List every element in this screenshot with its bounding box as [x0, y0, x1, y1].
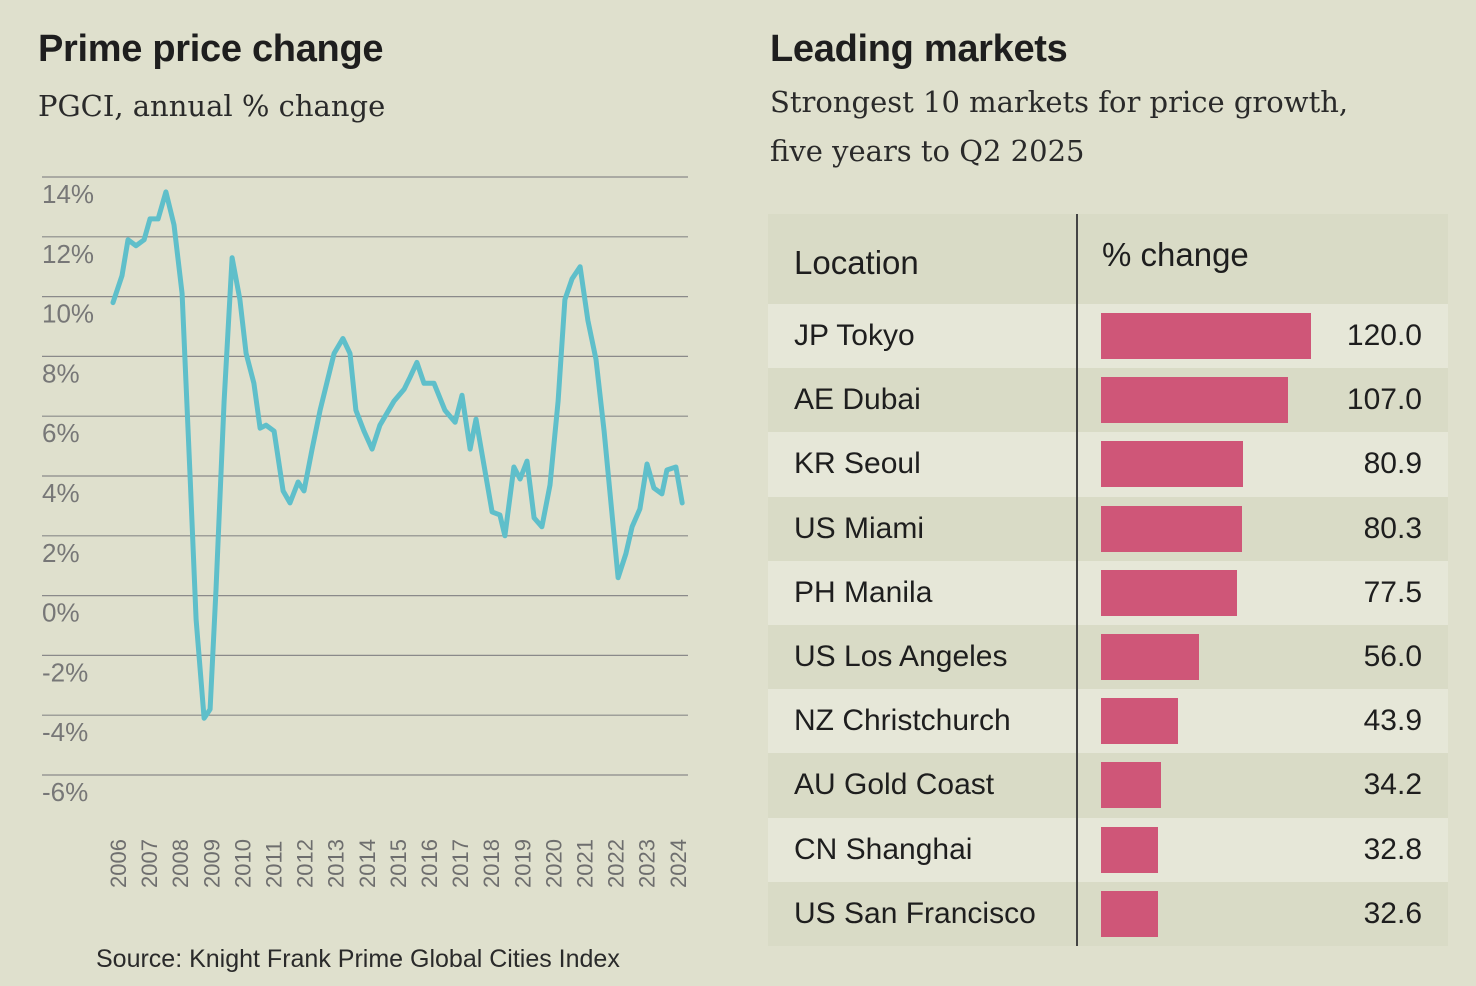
- table-row: CN Shanghai 32.8: [768, 817, 1448, 882]
- x-tick-label: 2022: [604, 839, 629, 888]
- change-bar: [1101, 890, 1159, 937]
- y-tick-label: -4%: [42, 717, 88, 747]
- table-header: Location % change: [768, 214, 1448, 304]
- y-tick-label: 4%: [42, 478, 80, 508]
- x-tick-label: 2011: [262, 841, 287, 888]
- table-row: AU Gold Coast 34.2: [768, 753, 1448, 818]
- change-value: 34.2: [1363, 768, 1422, 802]
- x-tick-label: 2024: [666, 839, 691, 888]
- table-row: PH Manila 77.5: [768, 560, 1448, 625]
- change-bar: [1101, 762, 1161, 809]
- x-tick-label: 2017: [448, 839, 473, 888]
- x-tick-label: 2010: [230, 839, 255, 888]
- change-value: 120.0: [1346, 319, 1422, 353]
- x-tick-label: 2020: [541, 839, 566, 888]
- x-tick-label: 2019: [510, 839, 535, 888]
- left-chart-subtitle: PGCI, annual % change: [38, 89, 386, 123]
- change-bar: [1101, 313, 1311, 359]
- leading-markets-table: Location % change JP Tokyo 120.0 AE Dubai 1…: [768, 214, 1448, 946]
- y-tick-label: 14%: [42, 179, 94, 209]
- table-row: NZ Christchurch 43.9: [768, 689, 1448, 754]
- x-tick-label: 2023: [635, 839, 660, 888]
- x-tick-label: 2006: [106, 839, 131, 888]
- change-value: 56.0: [1363, 640, 1422, 674]
- change-value: 32.6: [1363, 896, 1422, 930]
- y-tick-label: 10%: [42, 299, 94, 329]
- x-tick-label: 2018: [479, 839, 504, 888]
- change-bar: [1101, 569, 1237, 616]
- right-table-title: Leading markets: [770, 28, 1068, 70]
- column-divider: [1076, 214, 1078, 946]
- change-bar: [1101, 441, 1243, 488]
- x-tick-label: 2015: [386, 839, 411, 888]
- table-row: AE Dubai 107.0: [768, 368, 1448, 433]
- change-value: 80.3: [1363, 511, 1422, 545]
- line-chart: 14% 12% 10% 8% 6% 4% 2% 0% -2% -4% -6% 2006 2007 2008…: [42, 176, 691, 888]
- x-tick-label: 2007: [137, 839, 162, 888]
- table-row: KR Seoul 80.9: [768, 432, 1448, 497]
- header-change: % change: [1102, 236, 1249, 273]
- change-bar: [1101, 633, 1199, 680]
- change-bar: [1101, 377, 1289, 424]
- right-table-subtitle-line1: Strongest 10 markets for price growth,: [770, 85, 1349, 119]
- location-label: JP Tokyo: [794, 319, 915, 353]
- location-label: US Miami: [794, 511, 925, 545]
- change-value: 80.9: [1363, 447, 1422, 481]
- y-tick-label: 6%: [42, 418, 80, 448]
- table-row: US Los Angeles 56.0: [768, 624, 1448, 690]
- y-tick-label: 8%: [42, 358, 80, 388]
- change-value: 77.5: [1363, 575, 1422, 609]
- pgci-series-line: [110, 189, 685, 721]
- y-tick-label: 2%: [42, 538, 80, 568]
- change-bar: [1101, 698, 1178, 745]
- table-row: US San Francisco 32.6: [768, 881, 1448, 946]
- change-bar: [1101, 505, 1242, 552]
- location-label: US Los Angeles: [794, 640, 1008, 674]
- change-bar: [1101, 826, 1159, 873]
- x-tick-label: 2008: [168, 839, 193, 888]
- x-tick-label: 2009: [199, 839, 224, 888]
- location-label: AU Gold Coast: [794, 768, 995, 802]
- location-label: US San Francisco: [794, 896, 1036, 930]
- x-tick-label: 2021: [573, 839, 598, 888]
- y-tick-label: 0%: [42, 598, 80, 628]
- source-note: Source: Knight Frank Prime Global Cities…: [96, 945, 620, 973]
- x-tick-label: 2012: [293, 839, 318, 888]
- table-row: JP Tokyo 120.0: [768, 304, 1448, 369]
- location-label: PH Manila: [794, 575, 933, 609]
- y-tick-label: -6%: [42, 777, 88, 807]
- left-chart-title: Prime price change: [38, 28, 384, 70]
- change-value: 107.0: [1346, 383, 1422, 417]
- location-label: AE Dubai: [794, 383, 921, 417]
- change-value: 43.9: [1363, 704, 1422, 738]
- x-tick-label: 2013: [324, 839, 349, 888]
- y-tick-label: 12%: [42, 239, 94, 269]
- header-location: Location: [794, 244, 919, 281]
- y-tick-label: -2%: [42, 657, 88, 687]
- table-row: US Miami 80.3: [768, 496, 1448, 561]
- x-tick-label: 2016: [417, 839, 442, 888]
- location-label: NZ Christchurch: [794, 704, 1011, 738]
- right-table-subtitle-line2: five years to Q2 2025: [770, 134, 1085, 168]
- location-label: CN Shanghai: [794, 832, 973, 866]
- location-label: KR Seoul: [794, 447, 921, 481]
- x-tick-label: 2014: [355, 839, 380, 888]
- change-value: 32.8: [1363, 832, 1422, 866]
